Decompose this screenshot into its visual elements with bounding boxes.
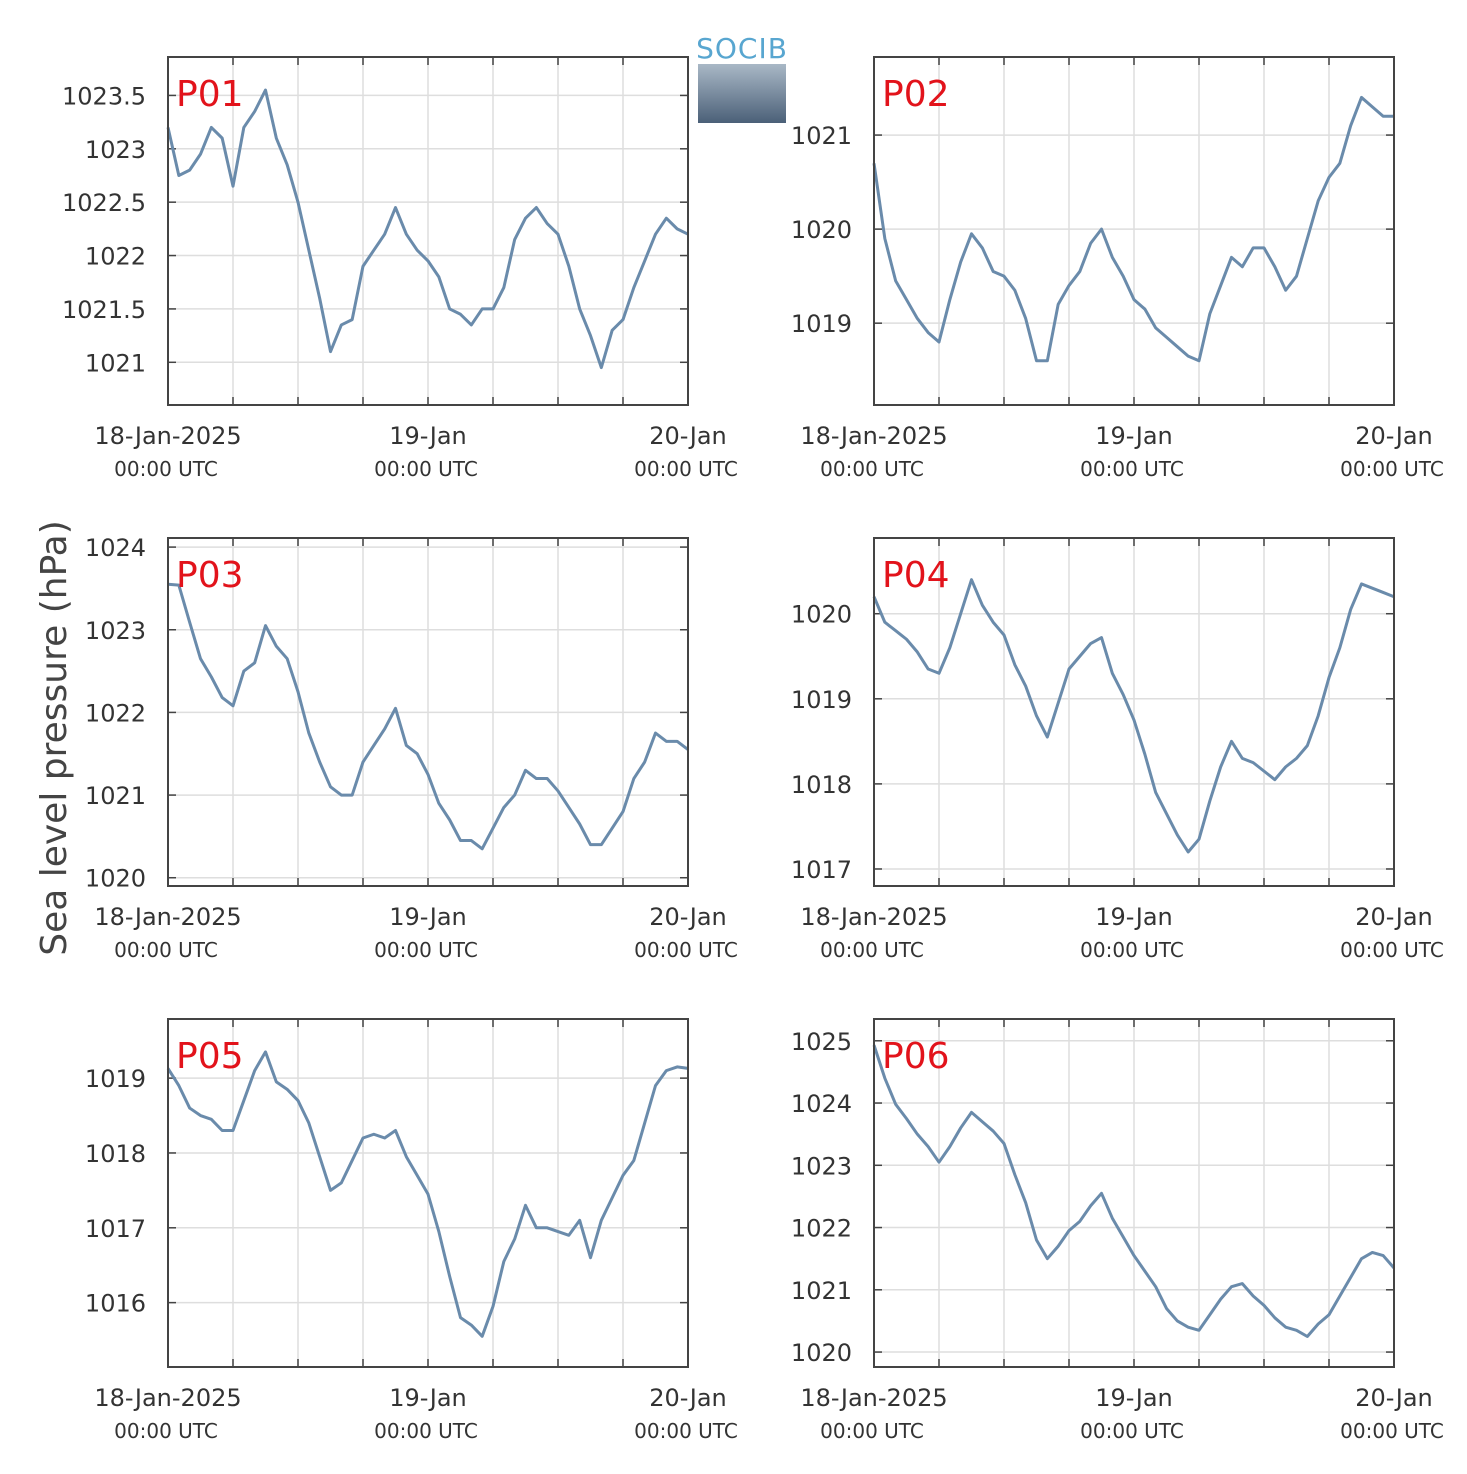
y-tick-label: 1022 bbox=[791, 1215, 852, 1243]
x-tick-sublabel: 00:00 UTC bbox=[634, 938, 738, 962]
y-tick-label: 1020 bbox=[85, 865, 146, 893]
x-tick-sublabel: 00:00 UTC bbox=[374, 1419, 478, 1443]
logo: SOCIB bbox=[696, 32, 788, 123]
panel-title: P01 bbox=[176, 74, 244, 115]
x-tick-sublabel: 00:00 UTC bbox=[114, 1419, 218, 1443]
data-line bbox=[872, 578, 1395, 854]
y-tick-label: 1021 bbox=[85, 349, 146, 377]
y-tick-label: 1022 bbox=[85, 243, 146, 271]
y-tick-label: 1017 bbox=[791, 856, 852, 884]
x-tick-label: 19-Jan bbox=[1095, 422, 1173, 450]
y-tick-label: 1025 bbox=[791, 1028, 852, 1056]
x-tick-label: 18-Jan-2025 bbox=[94, 1384, 241, 1412]
x-tick-sublabel: 00:00 UTC bbox=[114, 938, 218, 962]
x-tick-sublabel: 00:00 UTC bbox=[1340, 1419, 1444, 1443]
y-tick-label: 1022.5 bbox=[62, 189, 146, 217]
plot-frame bbox=[167, 1018, 689, 1368]
panel-title: P02 bbox=[882, 74, 950, 115]
y-tick-label: 1019 bbox=[791, 310, 852, 338]
y-tick-label: 1023 bbox=[85, 617, 146, 645]
plot-frame bbox=[873, 56, 1395, 406]
x-tick-label: 20-Jan bbox=[649, 422, 727, 450]
data-line bbox=[872, 1044, 1396, 1338]
y-tick-label: 1020 bbox=[791, 1339, 852, 1367]
y-tick-label: 1018 bbox=[85, 1140, 146, 1168]
plot-frame bbox=[873, 1018, 1395, 1368]
y-tick-label: 1023 bbox=[85, 136, 146, 164]
plot-frame bbox=[167, 537, 689, 887]
panel-title: P03 bbox=[176, 555, 244, 596]
logo-text: SOCIB bbox=[696, 32, 788, 65]
y-tick-label: 1023.5 bbox=[62, 82, 146, 110]
y-tick-label: 1016 bbox=[85, 1290, 146, 1318]
x-tick-sublabel: 00:00 UTC bbox=[634, 457, 738, 481]
x-tick-sublabel: 00:00 UTC bbox=[1080, 938, 1184, 962]
x-tick-sublabel: 00:00 UTC bbox=[1080, 1419, 1184, 1443]
y-tick-label: 1017 bbox=[85, 1215, 146, 1243]
x-tick-label: 19-Jan bbox=[1095, 903, 1173, 931]
y-tick-label: 1020 bbox=[791, 216, 852, 244]
x-tick-label: 19-Jan bbox=[389, 903, 467, 931]
data-line bbox=[166, 1050, 689, 1338]
y-tick-label: 1018 bbox=[791, 771, 852, 799]
x-tick-sublabel: 00:00 UTC bbox=[820, 1419, 924, 1443]
logo-block bbox=[698, 64, 786, 123]
x-tick-sublabel: 00:00 UTC bbox=[1340, 457, 1444, 481]
panel-title: P05 bbox=[176, 1036, 244, 1077]
x-tick-sublabel: 00:00 UTC bbox=[820, 938, 924, 962]
x-tick-label: 20-Jan bbox=[649, 903, 727, 931]
x-tick-sublabel: 00:00 UTC bbox=[374, 457, 478, 481]
x-tick-sublabel: 00:00 UTC bbox=[1340, 938, 1444, 962]
x-tick-sublabel: 00:00 UTC bbox=[374, 938, 478, 962]
y-tick-label: 1021 bbox=[791, 1277, 852, 1305]
x-tick-label: 19-Jan bbox=[389, 422, 467, 450]
panel-title: P06 bbox=[882, 1036, 950, 1077]
y-tick-label: 1024 bbox=[791, 1090, 852, 1118]
x-tick-label: 19-Jan bbox=[389, 1384, 467, 1412]
x-tick-sublabel: 00:00 UTC bbox=[820, 457, 924, 481]
y-axis-label: Sea level pressure (hPa) bbox=[34, 520, 75, 956]
x-tick-label: 18-Jan-2025 bbox=[800, 422, 947, 450]
x-tick-label: 20-Jan bbox=[1355, 1384, 1433, 1412]
x-tick-label: 20-Jan bbox=[1355, 422, 1433, 450]
y-tick-label: 1020 bbox=[791, 601, 852, 629]
y-tick-label: 1021 bbox=[85, 782, 146, 810]
y-tick-label: 1019 bbox=[791, 686, 852, 714]
y-tick-label: 1021.5 bbox=[62, 296, 146, 324]
plot-frame bbox=[167, 56, 689, 406]
data-line bbox=[166, 88, 689, 370]
x-tick-label: 18-Jan-2025 bbox=[800, 1384, 947, 1412]
data-line bbox=[167, 582, 689, 851]
y-tick-label: 1023 bbox=[791, 1152, 852, 1180]
x-tick-sublabel: 00:00 UTC bbox=[634, 1419, 738, 1443]
x-tick-label: 18-Jan-2025 bbox=[94, 903, 241, 931]
x-tick-sublabel: 00:00 UTC bbox=[114, 457, 218, 481]
x-tick-sublabel: 00:00 UTC bbox=[1080, 457, 1184, 481]
x-tick-label: 18-Jan-2025 bbox=[800, 903, 947, 931]
x-tick-label: 18-Jan-2025 bbox=[94, 422, 241, 450]
panel-title: P04 bbox=[882, 555, 950, 596]
x-tick-label: 20-Jan bbox=[1355, 903, 1433, 931]
plot-frame bbox=[873, 537, 1395, 887]
x-tick-label: 20-Jan bbox=[649, 1384, 727, 1412]
data-line bbox=[872, 95, 1394, 363]
y-tick-label: 1022 bbox=[85, 699, 146, 727]
y-tick-label: 1021 bbox=[791, 122, 852, 150]
x-tick-label: 19-Jan bbox=[1095, 1384, 1173, 1412]
y-tick-label: 1024 bbox=[85, 534, 146, 562]
y-tick-label: 1019 bbox=[85, 1065, 146, 1093]
